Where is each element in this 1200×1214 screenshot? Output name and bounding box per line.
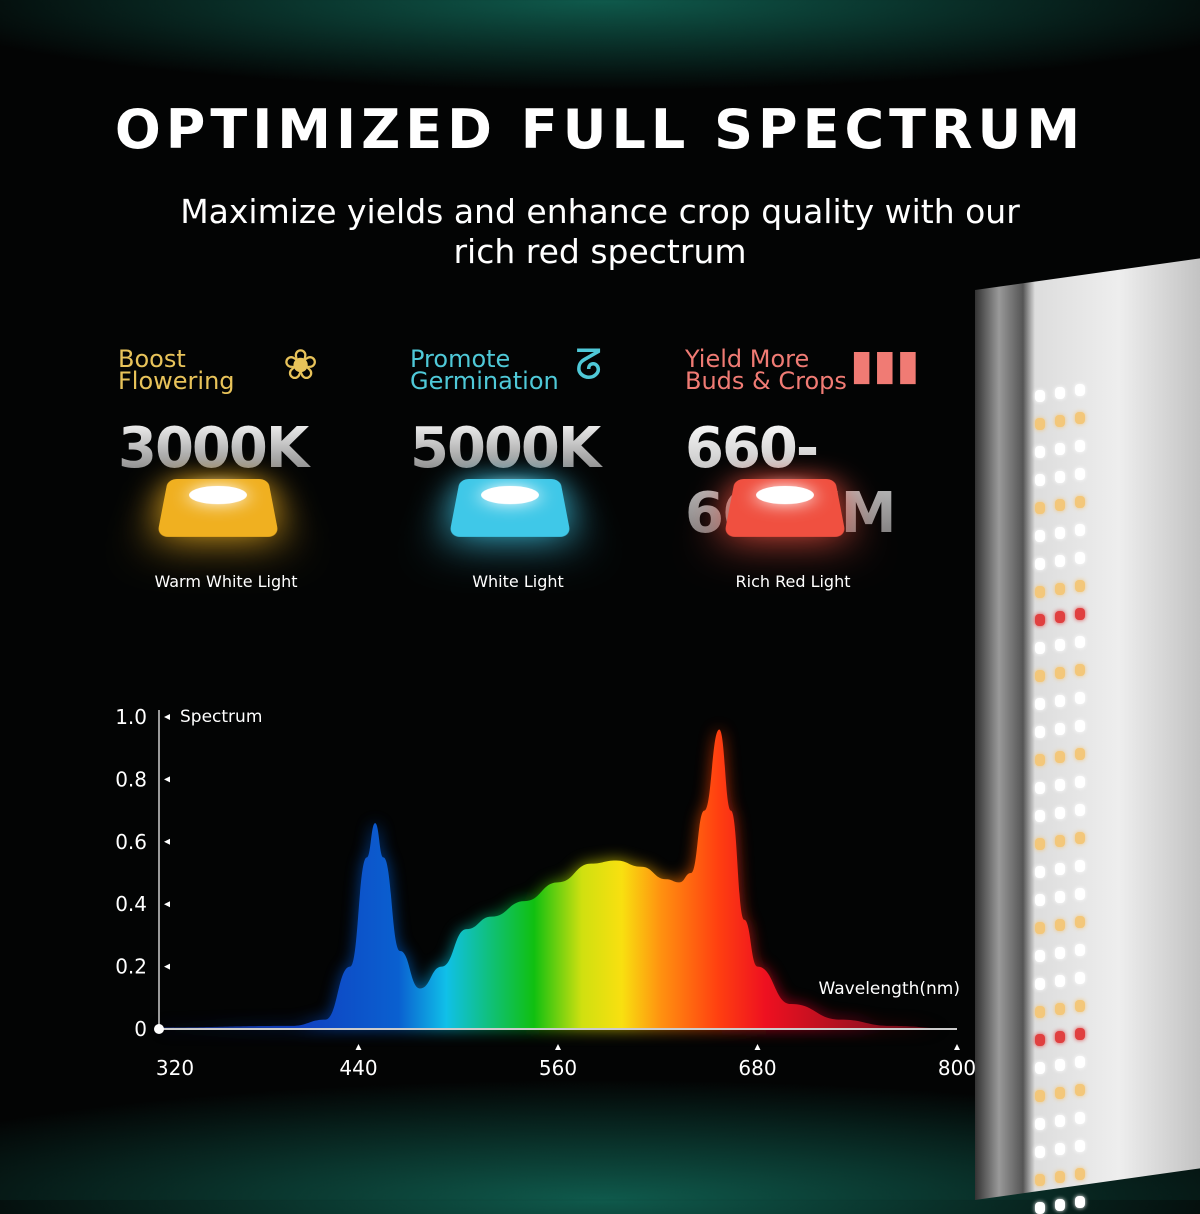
- y-tick-mark: [164, 839, 170, 845]
- x-tick-label: 320: [156, 1056, 194, 1080]
- y-tick-mark: [164, 901, 170, 907]
- y-tick-mark: [164, 714, 170, 720]
- led: [1055, 1199, 1065, 1211]
- y-tick-mark: [164, 776, 170, 782]
- y-axis-label: Spectrum: [180, 707, 262, 727]
- x-tick-label: 680: [738, 1056, 776, 1080]
- x-tick-mark: [755, 1044, 761, 1050]
- y-tick-label: 0.6: [115, 830, 147, 854]
- x-tick-mark: [356, 1044, 362, 1050]
- led: [1035, 1202, 1045, 1214]
- y-tick-label: 0.4: [115, 892, 147, 916]
- x-tick-label: 800: [938, 1056, 976, 1080]
- y-tick-mark: [164, 964, 170, 970]
- x-tick-label: 440: [339, 1056, 377, 1080]
- y-tick-label: 1.0: [115, 705, 147, 729]
- x-tick-mark: [954, 1044, 960, 1050]
- x-tick-mark: [555, 1044, 561, 1050]
- y-tick-label: 0: [134, 1017, 147, 1041]
- y-tick-label: 0.8: [115, 767, 147, 791]
- origin-dot: [154, 1024, 164, 1034]
- x-tick-label: 560: [539, 1056, 577, 1080]
- y-tick-label: 0.2: [115, 955, 147, 979]
- x-axis-label: Wavelength(nm): [819, 979, 960, 999]
